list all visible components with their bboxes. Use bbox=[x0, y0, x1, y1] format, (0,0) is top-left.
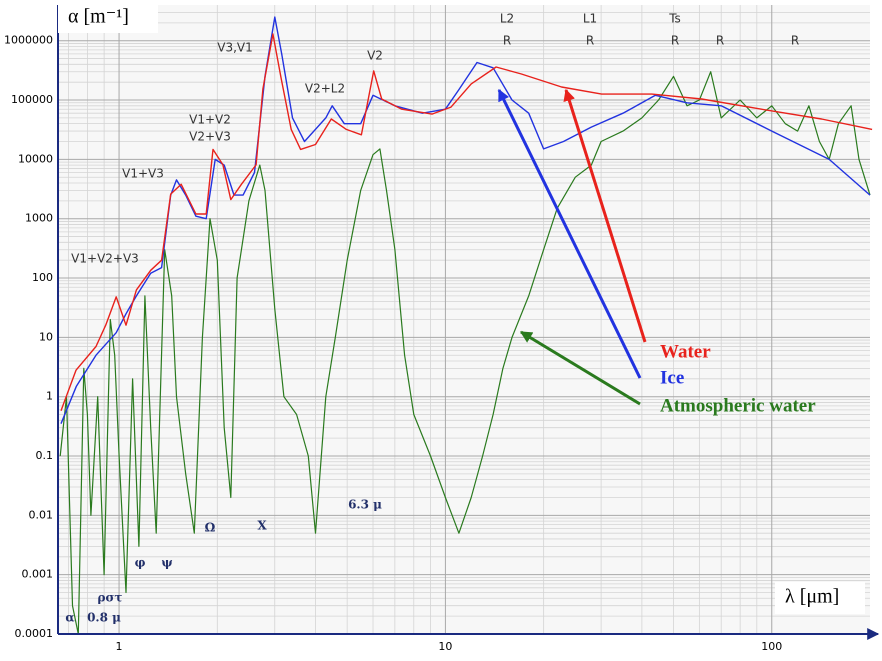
curves bbox=[59, 16, 873, 635]
annotation: V1+V2 bbox=[189, 113, 231, 127]
annotation: ρστ bbox=[98, 591, 123, 605]
annotation: 6.3 μ bbox=[348, 498, 382, 512]
annotation: R bbox=[716, 34, 724, 48]
annotation: L1 bbox=[583, 12, 597, 26]
annotation: V1+V2+V3 bbox=[71, 252, 139, 266]
arrow-water bbox=[563, 88, 647, 343]
y-tick-label: 0.1 bbox=[36, 449, 54, 462]
annotation: R bbox=[791, 34, 799, 48]
annotation: Ω bbox=[205, 521, 216, 535]
annotation: V3,V1 bbox=[217, 41, 253, 55]
annotation: V2+L2 bbox=[305, 82, 345, 96]
legend-entry: Ice bbox=[660, 367, 684, 388]
y-tick-label: 10000 bbox=[18, 152, 53, 165]
ylabel-box bbox=[58, 3, 158, 33]
annotation: R bbox=[503, 34, 511, 48]
annotation: ψ bbox=[161, 556, 172, 570]
y-tick-label: 1 bbox=[46, 390, 53, 403]
annotation: α bbox=[65, 611, 74, 625]
y-tick-label: 1000000 bbox=[4, 34, 53, 47]
y-tick-label: 10 bbox=[39, 330, 53, 343]
annotation: Ts bbox=[668, 12, 681, 26]
annotations: V1+V2+V3 V1+V3 V1+V2 V2+V3 V3,V1 V2+L2 V2 L2 R L1… bbox=[65, 12, 799, 625]
annotation: X bbox=[257, 519, 267, 533]
y-tick-label: 100 bbox=[32, 271, 53, 284]
x-tick-label: 1 bbox=[116, 640, 123, 653]
grid bbox=[58, 5, 870, 635]
arrow-atm bbox=[519, 330, 641, 406]
series-line bbox=[59, 71, 871, 635]
annotation: 0.8 μ bbox=[87, 611, 121, 625]
x-tick-label: 10 bbox=[438, 640, 452, 653]
xlabel-box bbox=[775, 582, 865, 614]
annotation: V1+V3 bbox=[122, 167, 164, 181]
legend: Water Ice Atmospheric water bbox=[660, 341, 816, 416]
y-tick-label: 0.01 bbox=[29, 508, 54, 521]
x-tick-label: 100 bbox=[761, 640, 782, 653]
legend-entry: Water bbox=[660, 341, 711, 362]
annotation: R bbox=[586, 34, 594, 48]
y-tick-label: 100000 bbox=[11, 93, 53, 106]
y-tick-label: 0.0001 bbox=[15, 627, 54, 640]
y-axis-label: α [m⁻¹] bbox=[68, 6, 129, 28]
legend-entry: Atmospheric water bbox=[660, 395, 816, 416]
arrow-ice bbox=[497, 88, 642, 379]
annotation: R bbox=[671, 34, 679, 48]
annotation: φ bbox=[135, 556, 146, 570]
y-tick-label: 0.001 bbox=[22, 568, 54, 581]
y-tick-label: 1000 bbox=[25, 212, 53, 225]
annotation: V2 bbox=[367, 49, 383, 63]
series-line bbox=[60, 33, 873, 411]
x-axis-label: λ [μm] bbox=[785, 586, 839, 608]
annotation: V2+V3 bbox=[189, 130, 231, 144]
annotation: L2 bbox=[500, 12, 514, 26]
